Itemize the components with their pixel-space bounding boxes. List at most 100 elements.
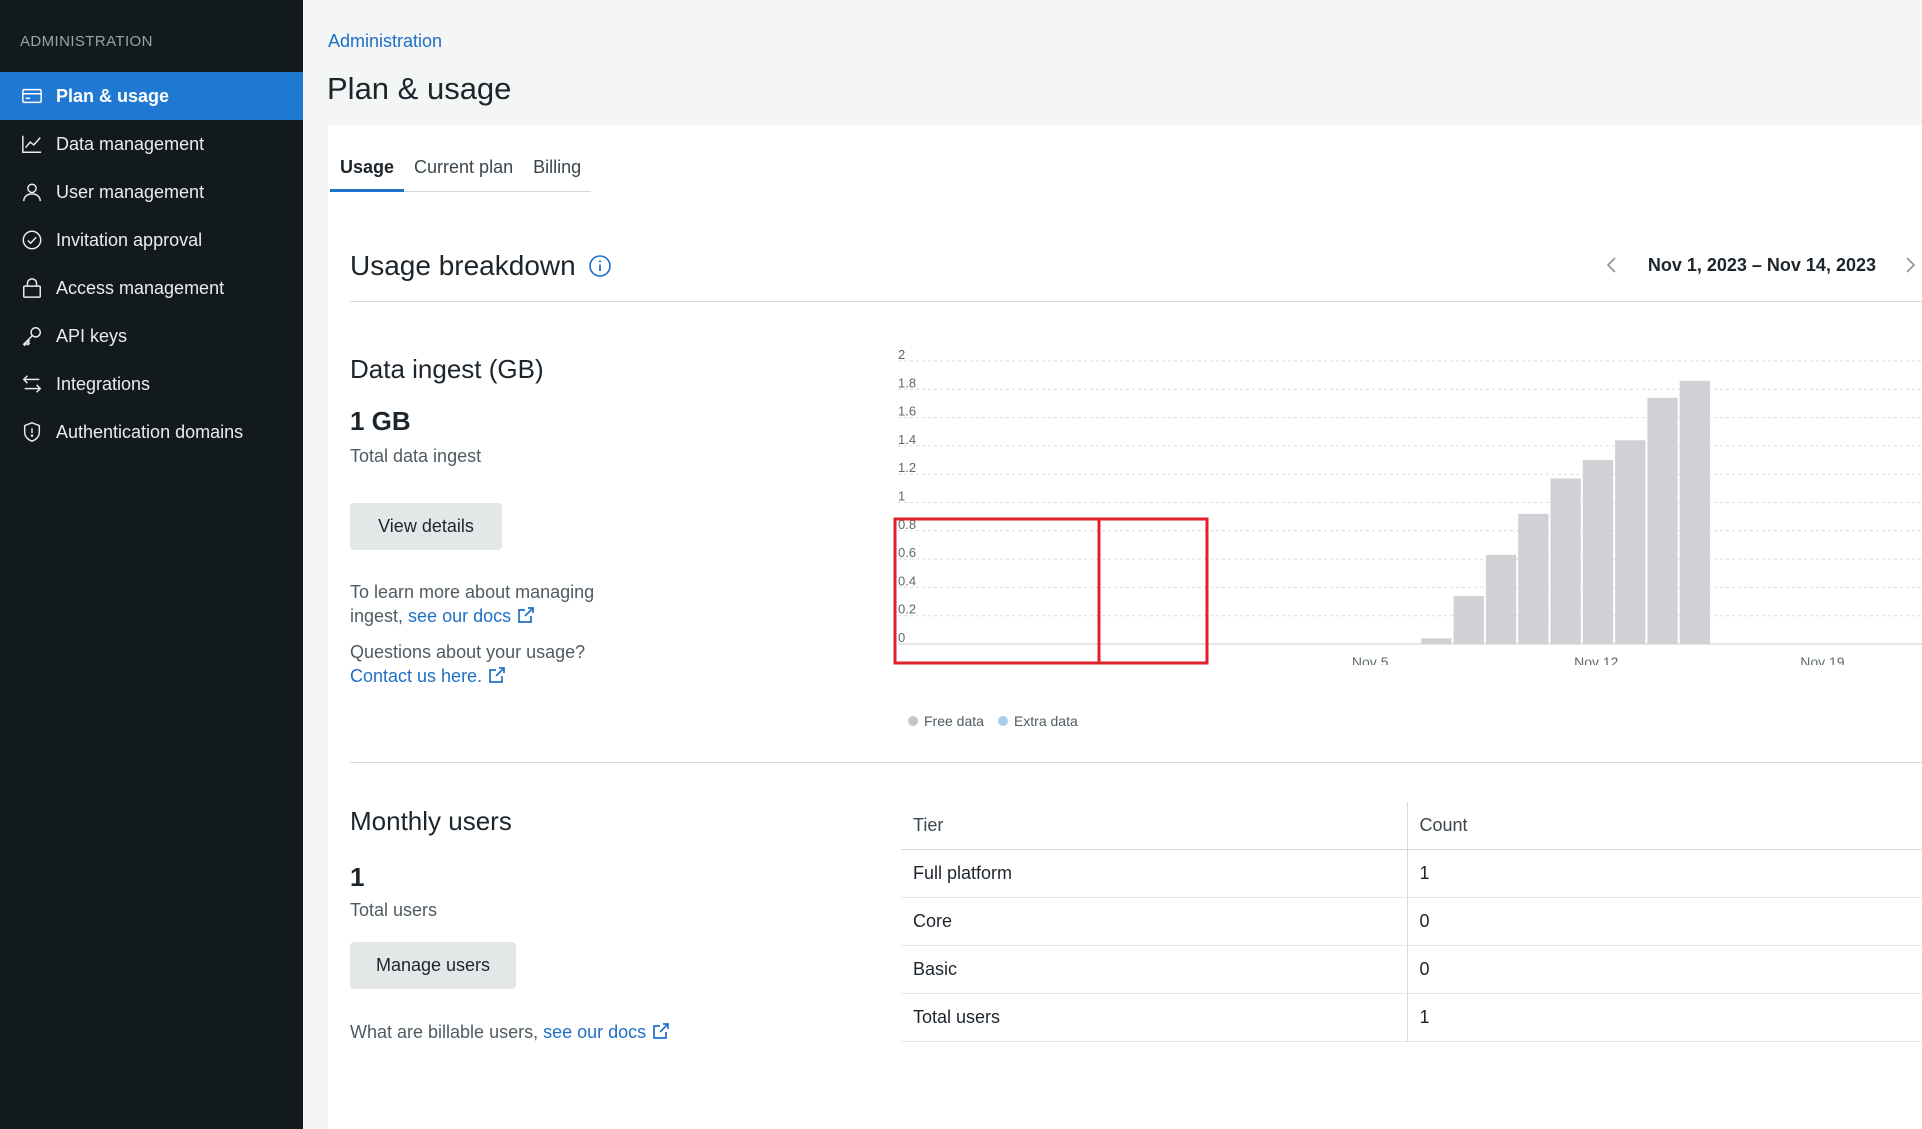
- billable-users-note: What are billable users, see our docs: [350, 1020, 670, 1044]
- tier-cell: Total users: [901, 993, 1408, 1042]
- tier-cell: Full platform: [901, 849, 1408, 898]
- bar: [1550, 478, 1581, 644]
- table-row: Core 0: [901, 897, 1922, 946]
- user-icon: [20, 180, 44, 204]
- sidebar-item-authentication-domains[interactable]: Authentication domains: [0, 408, 303, 456]
- count-cell: 0: [1407, 945, 1922, 994]
- usage-breakdown-title: Usage breakdown: [350, 250, 576, 281]
- sidebar-item-data-management[interactable]: Data management: [0, 120, 303, 168]
- breadcrumb[interactable]: Administration: [328, 31, 443, 51]
- y-tick-label: 0.4: [898, 573, 916, 588]
- sidebar-heading: ADMINISTRATION: [20, 33, 153, 50]
- y-tick-label: 1: [898, 489, 905, 504]
- tab-current-plan[interactable]: Current plan: [414, 157, 514, 177]
- sidebar-item-api-keys[interactable]: API keys: [0, 312, 303, 360]
- y-tick-label: 0.6: [898, 545, 916, 560]
- admin-sidebar: ADMINISTRATION Plan & usage Data managem…: [0, 0, 303, 1129]
- table-row: Basic 0: [901, 945, 1922, 994]
- count-cell: 0: [1407, 897, 1922, 946]
- arrows-exchange-icon: [20, 372, 44, 396]
- sidebar-item-label: User management: [56, 181, 205, 202]
- count-cell: 1: [1407, 993, 1922, 1042]
- external-link-icon[interactable]: [517, 606, 535, 624]
- external-link-icon[interactable]: [652, 1022, 670, 1040]
- y-tick-label: 0.8: [898, 517, 916, 532]
- view-details-button[interactable]: View details: [350, 503, 502, 550]
- tab-usage[interactable]: Usage: [330, 155, 405, 192]
- bar: [1421, 638, 1452, 644]
- lock-icon: [20, 276, 44, 300]
- highlight-box: [893, 517, 1101, 665]
- bar: [1485, 554, 1517, 644]
- data-ingest-value-label: Total data ingest: [350, 446, 482, 466]
- sidebar-item-user-management[interactable]: User management: [0, 168, 303, 216]
- ingest-docs-note-text: To learn more about managing ingest,: [350, 582, 595, 626]
- sidebar-item-invitation-approval[interactable]: Invitation approval: [0, 216, 303, 264]
- monthly-users-value-label: Total users: [350, 900, 438, 920]
- section-divider: [350, 762, 1922, 763]
- external-link-icon[interactable]: [488, 666, 506, 684]
- sidebar-item-label: Data management: [56, 133, 205, 154]
- y-tick-label: 2: [898, 347, 905, 362]
- y-tick-label: 0: [898, 630, 905, 645]
- highlight-box: [1097, 517, 1209, 665]
- ingest-docs-note: To learn more about managing ingest, see…: [350, 580, 630, 628]
- contact-us-link[interactable]: Contact us here.: [350, 666, 483, 686]
- legend-label-extra: Extra data: [1013, 713, 1078, 729]
- sidebar-item-plan-usage[interactable]: Plan & usage: [0, 72, 303, 120]
- bar: [1453, 595, 1484, 644]
- shield-icon: [20, 420, 44, 444]
- data-ingest-chart: 2 1.8 1.6 1.4 1.2 1 0.8 0.6 0.4 0.2 0 Nov 5 Nov 12 No…: [888, 345, 1922, 665]
- tab-billing[interactable]: Billing: [533, 157, 582, 177]
- sidebar-item-label: Authentication domains: [56, 421, 244, 442]
- monthly-users-value: 1: [350, 862, 365, 892]
- data-ingest-title: Data ingest (GB): [350, 354, 544, 384]
- key-icon: [20, 324, 44, 348]
- bar: [1615, 440, 1646, 644]
- check-circle-icon: [20, 228, 44, 252]
- table-row: Total users 1: [901, 993, 1922, 1042]
- legend-item-free-data[interactable]: Free data: [908, 713, 984, 729]
- sidebar-item-label: API keys: [56, 325, 128, 346]
- manage-users-button[interactable]: Manage users: [350, 942, 516, 989]
- contact-note: Questions about your usage? Contact us h…: [350, 640, 610, 688]
- y-tick-label: 1.2: [898, 460, 916, 475]
- date-range-label: Nov 1, 2023 – Nov 14, 2023: [1647, 254, 1876, 275]
- sidebar-item-integrations[interactable]: Integrations: [0, 360, 303, 408]
- legend-swatch-free: [908, 716, 918, 726]
- y-tick-label: 1.8: [898, 375, 916, 390]
- line-chart-icon: [20, 132, 44, 156]
- info-icon[interactable]: [588, 254, 612, 278]
- date-range-navigator: Nov 1, 2023 – Nov 14, 2023: [1600, 253, 1922, 277]
- chevron-right-icon[interactable]: [1898, 253, 1922, 277]
- contact-note-text: Questions about your usage?: [350, 642, 586, 662]
- monthly-users-title: Monthly users: [350, 806, 512, 836]
- billable-docs-link[interactable]: see our docs: [543, 1022, 647, 1042]
- sidebar-item-label: Integrations: [56, 373, 151, 394]
- table-header-row: Tier Count: [901, 802, 1922, 850]
- y-tick-label: 1.4: [898, 432, 916, 447]
- tier-cell: Core: [901, 897, 1408, 946]
- chevron-left-icon[interactable]: [1600, 253, 1624, 277]
- count-cell: 1: [1407, 849, 1922, 898]
- main-panel: Usage Current plan Billing Usage breakdo…: [328, 125, 1922, 1129]
- bar: [1647, 397, 1678, 644]
- sidebar-item-access-management[interactable]: Access management: [0, 264, 303, 312]
- legend-item-extra-data[interactable]: Extra data: [997, 713, 1078, 729]
- x-tick-label: Nov 19: [1800, 654, 1845, 665]
- column-header-tier: Tier: [901, 802, 1408, 850]
- data-ingest-chart-svg: 2 1.8 1.6 1.4 1.2 1 0.8 0.6 0.4 0.2 0 Nov 5 Nov 12 No…: [893, 347, 1922, 665]
- users-tier-table: Tier Count Full platform 1 Core 0 Basic …: [901, 802, 1922, 1042]
- sidebar-item-label: Invitation approval: [56, 229, 203, 250]
- y-tick-label: 0.2: [898, 602, 916, 617]
- tab-bar: Usage Current plan Billing: [330, 155, 592, 192]
- table-row: Full platform 1: [901, 849, 1922, 898]
- billable-users-note-text: What are billable users,: [350, 1022, 544, 1042]
- x-tick-label: Nov 12: [1574, 654, 1619, 665]
- x-tick-label: Nov 5: [1352, 654, 1389, 665]
- legend-label-free: Free data: [924, 713, 984, 729]
- data-ingest-value: 1 GB: [350, 406, 411, 436]
- see-our-docs-link[interactable]: see our docs: [408, 606, 512, 626]
- chart-legend: Free data Extra data: [908, 713, 1092, 729]
- tier-cell: Basic: [901, 945, 1408, 994]
